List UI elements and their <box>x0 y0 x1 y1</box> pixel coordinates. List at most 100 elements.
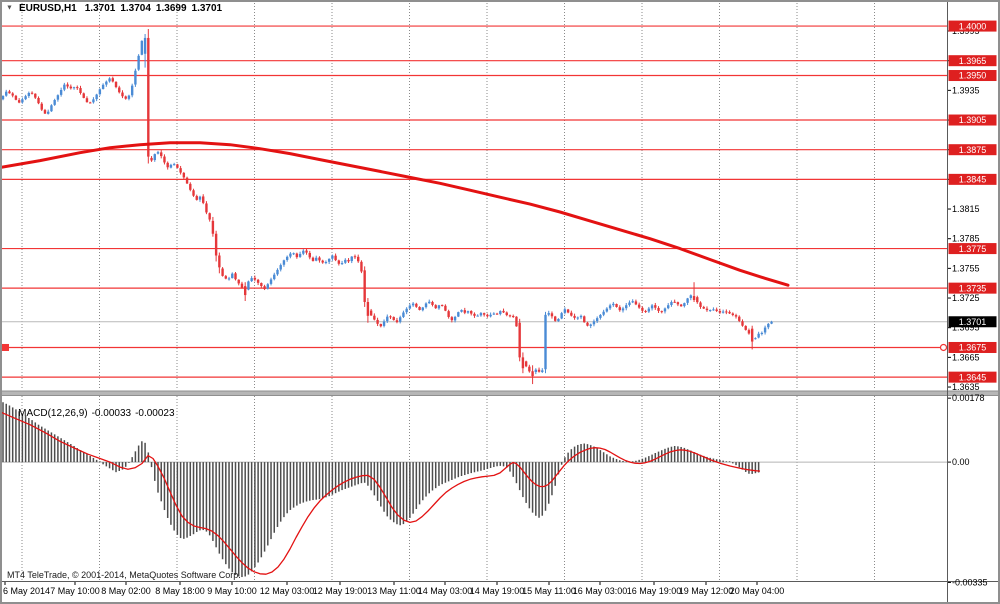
candle-body <box>130 85 134 96</box>
candle-body <box>583 316 586 323</box>
candle-body <box>279 265 282 270</box>
price-tick-label: 1.3725 <box>952 293 980 303</box>
candle-body <box>43 110 47 114</box>
current-price-badge <box>948 316 997 328</box>
candle-body <box>369 310 373 316</box>
line-handle-square[interactable] <box>2 343 9 351</box>
candle-body <box>696 297 699 303</box>
price-tick-label: 1.3785 <box>952 234 980 244</box>
candle-body <box>79 88 82 93</box>
time-tick-label: 8 May 18:00 <box>155 586 205 596</box>
macd-axis[interactable]: 0.00178 0.00 -0.00335 <box>948 393 988 587</box>
candle-body <box>85 98 89 103</box>
time-tick-label: 20 May 04:00 <box>730 586 785 596</box>
candle-body <box>673 301 676 303</box>
candle-body <box>334 255 337 261</box>
sr-line-objects <box>2 25 947 378</box>
line-handle-circle[interactable] <box>939 343 948 352</box>
candle-body <box>331 255 334 259</box>
candle-body <box>8 91 11 94</box>
time-axis[interactable]: 6 May 2014 7 May 10:00 8 May 02:00 8 May 18… <box>3 582 784 596</box>
candle-body <box>553 316 557 321</box>
candle-body <box>218 255 221 268</box>
candle-body <box>757 333 760 338</box>
candle-body <box>502 310 505 313</box>
candle-body <box>647 308 651 312</box>
candle-body <box>398 317 402 322</box>
chart-dropdown-icon[interactable]: ▼ <box>6 4 13 12</box>
candle-body <box>224 276 228 279</box>
candle-body <box>373 315 376 320</box>
candle-body <box>198 196 202 200</box>
price-level-badge <box>948 243 997 255</box>
candle-body <box>221 268 224 276</box>
candle-body <box>725 311 728 313</box>
candle-body <box>470 311 473 314</box>
candle-body <box>195 196 198 200</box>
candle-body <box>405 308 408 313</box>
candle-body <box>657 307 660 311</box>
ohlc-close: 1.3701 <box>191 3 223 14</box>
candle-body <box>40 103 43 110</box>
ma-trend-line <box>0 141 790 287</box>
candle-body <box>105 81 108 85</box>
candle-body <box>550 313 554 317</box>
candle-body <box>499 311 502 315</box>
price-level-badge-label: 1.3950 <box>959 71 987 81</box>
candle-body <box>311 257 315 261</box>
candle-body <box>189 183 192 190</box>
current-price-badge-label: 1.3701 <box>959 317 987 327</box>
candle-body <box>127 95 131 99</box>
candle-body <box>531 371 534 377</box>
price-level-badge <box>948 114 997 126</box>
candle-body <box>263 286 266 290</box>
time-tick-label: 12 May 19:00 <box>313 586 368 596</box>
macd-tick-label: 0.00 <box>952 457 970 467</box>
candle-body <box>256 279 260 283</box>
candle-body <box>440 304 444 306</box>
candle-body <box>389 316 392 318</box>
price-badges: 1.4000 1.3965 1.3950 1.3905 1.3875 1.3845 1.37… <box>948 20 997 383</box>
candle-body <box>121 92 124 97</box>
candle-body <box>592 321 596 325</box>
candle-body <box>363 270 366 302</box>
candle-body <box>702 307 705 309</box>
candle-body <box>66 84 69 87</box>
price-level-badge-label: 1.3675 <box>959 343 987 353</box>
candle-body <box>641 307 644 311</box>
candle-body <box>734 315 738 317</box>
macd-name: MACD(12,26,9) <box>18 408 88 419</box>
candle-body <box>750 328 754 342</box>
pane-separator[interactable] <box>0 391 1000 396</box>
candle-body <box>382 321 386 326</box>
candle-body <box>689 295 693 299</box>
candle-body <box>621 308 625 311</box>
candle-body <box>683 303 686 307</box>
price-level-badge <box>948 371 997 383</box>
candle-body <box>185 177 189 184</box>
candle-body <box>182 172 186 178</box>
candle-body <box>82 93 85 98</box>
candle-body <box>298 253 302 257</box>
candle-body <box>424 303 428 308</box>
candle-body <box>505 312 508 316</box>
candle-body <box>428 301 431 304</box>
macd-indicator-label: MACD(12,26,9) -0.00033 -0.00023 <box>7 397 179 430</box>
candle-body <box>266 284 269 289</box>
candle-body <box>234 273 237 280</box>
candle-body <box>676 302 680 305</box>
candle-body <box>763 327 767 333</box>
candle-body <box>176 164 179 168</box>
candle-body <box>202 196 205 203</box>
price-level-badge-label: 1.4000 <box>959 21 987 31</box>
candle-body <box>537 369 541 372</box>
candle-body <box>253 277 257 280</box>
candle-body <box>741 321 744 326</box>
candle-body <box>172 164 176 166</box>
macd-main-value: -0.00033 <box>91 408 132 419</box>
candle-body <box>147 37 150 157</box>
candle-body <box>27 92 31 96</box>
